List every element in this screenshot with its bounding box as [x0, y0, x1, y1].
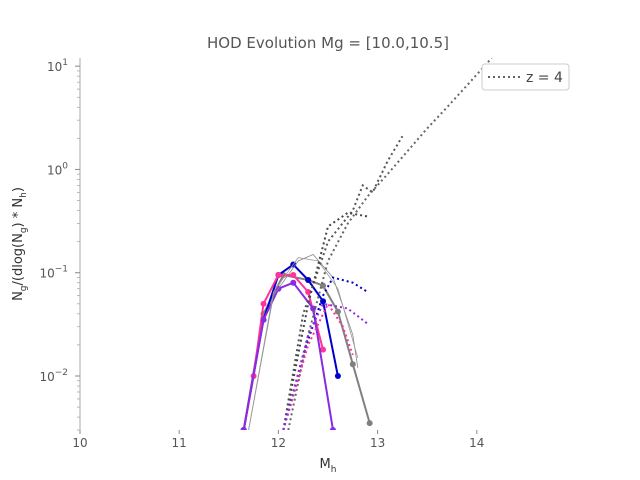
- y-tick-label: 100: [47, 161, 68, 177]
- series-5-line: [248, 257, 359, 430]
- series-0-point: [334, 308, 341, 315]
- x-tick-label: 11: [172, 436, 187, 450]
- legend-label: z = 4: [526, 70, 563, 86]
- series-1-point: [305, 277, 312, 284]
- series-7-line: [282, 135, 404, 430]
- y-tick-label: 10−1: [39, 265, 68, 281]
- axes: 10 11 12 13 14 10−2 10−1 100 101: [39, 58, 484, 450]
- series-2-point: [320, 346, 327, 353]
- x-tick-label: 13: [370, 436, 385, 450]
- series-2-point: [260, 300, 267, 307]
- series-0-point: [366, 420, 373, 427]
- legend-box: [481, 63, 570, 91]
- series-8-line: [282, 211, 368, 430]
- y-tick-label: 101: [47, 58, 68, 74]
- series-0-point: [349, 361, 356, 368]
- series-10-line: [282, 301, 354, 430]
- legend: z = 4: [481, 63, 570, 91]
- series-2-line: [242, 274, 324, 430]
- x-tick-label: 12: [271, 436, 286, 450]
- series-2-point: [290, 272, 297, 279]
- series-3-point: [290, 279, 297, 286]
- series-2-point: [275, 272, 282, 279]
- series-3-point: [240, 427, 247, 430]
- series-2-point: [305, 289, 312, 296]
- series-11-line: [282, 302, 369, 430]
- series-layer: [240, 58, 493, 430]
- x-tick-label: 10: [72, 436, 87, 450]
- series-3-point: [260, 316, 267, 323]
- x-tick-label: 14: [469, 436, 484, 450]
- series-4-line: [248, 254, 359, 430]
- y-axis-label: Ng/(dlog(Ng) * Nh): [11, 187, 29, 301]
- x-axis-label: Mh: [320, 457, 337, 475]
- y-tick-label: 10−2: [39, 368, 68, 384]
- chart-title: HOD Evolution Mg = [10.0,10.5]: [207, 34, 449, 52]
- series-1-point: [334, 373, 341, 380]
- series-3-point: [329, 427, 336, 430]
- series-6-line: [287, 58, 493, 430]
- series-9-line: [282, 276, 369, 430]
- series-3-point: [310, 305, 317, 312]
